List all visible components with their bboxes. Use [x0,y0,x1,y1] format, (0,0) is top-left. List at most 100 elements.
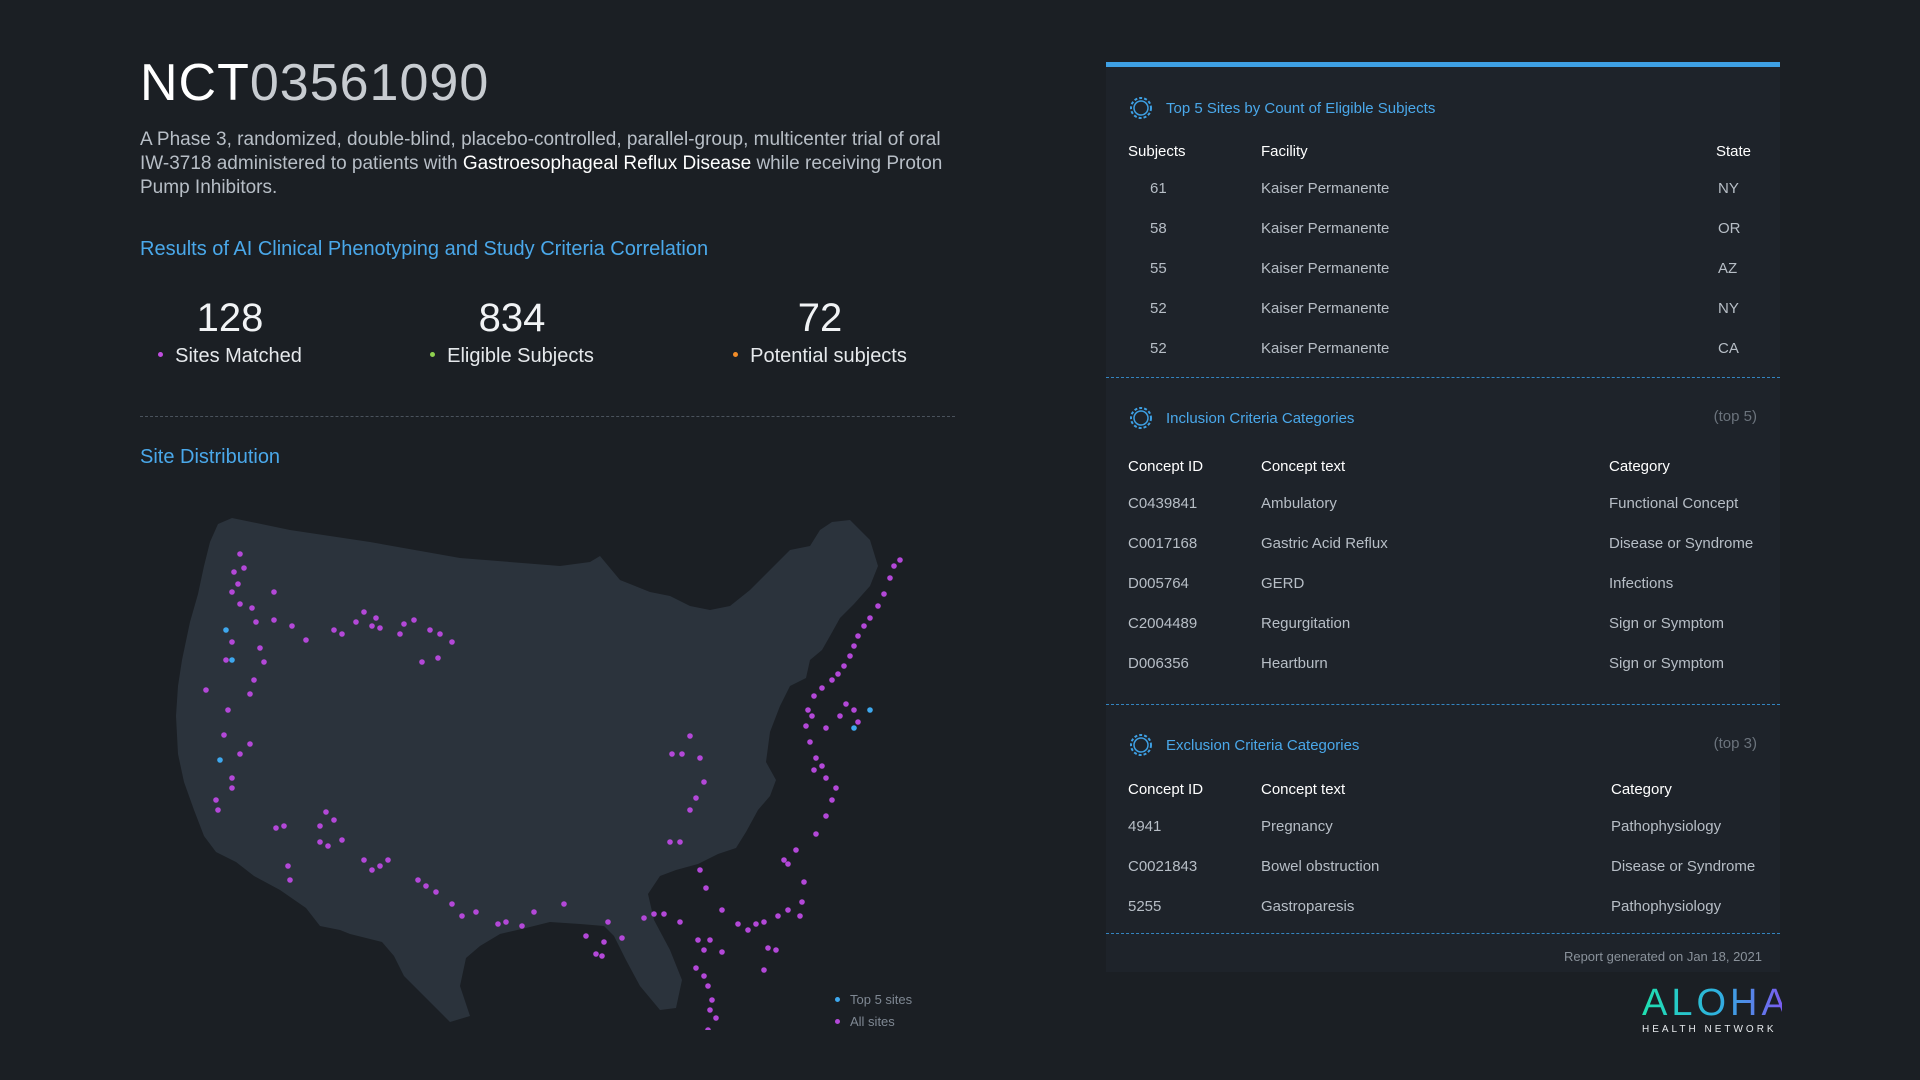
site-dot [813,755,819,761]
site-dot [703,885,709,891]
cell-category: Sign or Symptom [1609,615,1725,632]
site-dot [707,937,713,943]
site-dot [677,839,683,845]
site-dot [855,633,861,639]
dot-icon [158,352,164,358]
cell-concept-text: GERD [1261,575,1305,592]
cell-subjects: 58 [1150,220,1167,237]
top-site-dot [229,657,235,663]
site-dot [697,755,703,761]
cell-concept-id: D005764 [1128,575,1189,592]
dot-icon [733,352,739,358]
desc-text-2: while receiving Proton Pump Inhibitors. [140,153,943,198]
cell-category: Pathophysiology [1611,818,1722,835]
site-dot [829,797,835,803]
site-dot [287,877,293,883]
site-dot [773,947,779,953]
site-dot [701,973,707,979]
cell-category: Sign or Symptom [1609,655,1725,672]
site-dot [801,879,807,885]
site-dot [599,953,605,959]
top-site-dot [851,725,857,731]
cell-subjects: 61 [1150,180,1167,197]
cell-state: CA [1718,340,1739,357]
details-panel: Top 5 Sites by Count of Eligible Subject… [1106,62,1780,972]
exclusion-title: Exclusion Criteria Categories [1166,736,1360,754]
site-dot [229,589,235,595]
site-dot [339,837,345,843]
site-dot [765,945,771,951]
site-dot [449,639,455,645]
site-dot [213,797,219,803]
section-divider [1106,377,1780,378]
legend-label: Top 5 sites [850,992,913,1007]
site-dot [761,967,767,973]
site-dot [251,677,257,683]
site-dot [257,645,263,651]
col-header-concept-id: Concept ID [1128,458,1204,475]
stat-label: Sites Matched [175,345,302,367]
site-dot [693,965,699,971]
site-dot [435,655,441,661]
site-dot [701,779,707,785]
site-dot [809,713,815,719]
site-dot [851,643,857,649]
top-site-dot [217,757,223,763]
stat-potential-subjects: 72 Potential subjects [720,295,920,368]
site-dot [881,591,887,597]
cell-concept-id: C0021843 [1128,858,1198,875]
site-dot [837,713,843,719]
gear-badge-icon [1130,407,1152,429]
section-divider [1106,933,1780,934]
site-dot [807,739,813,745]
cell-concept-text: Bowel obstruction [1261,858,1380,875]
site-dot [317,823,323,829]
cell-state: NY [1718,180,1739,197]
site-dot [229,639,235,645]
site-dot [353,619,359,625]
site-dot [819,763,825,769]
cell-concept-id: 4941 [1128,818,1162,835]
site-dot [583,933,589,939]
site-dot [331,627,337,633]
site-dot [843,701,849,707]
site-dot [803,723,809,729]
logo-subtitle: HEALTH NETWORK [1642,1024,1777,1035]
gear-badge-icon [1130,97,1152,119]
site-dot [823,813,829,819]
site-dot [669,751,675,757]
cell-state: NY [1718,300,1739,317]
top-sites-header: Top 5 Sites by Count of Eligible Subject… [1128,94,1435,122]
site-dot [459,913,465,919]
inclusion-note: (top 5) [1713,408,1757,425]
site-dot [761,919,767,925]
cell-concept-text: Ambulatory [1261,495,1337,512]
site-dot [223,657,229,663]
col-header-concept-text: Concept text [1261,458,1346,475]
cell-state: AZ [1718,260,1738,277]
site-dot [797,913,803,919]
site-dot [397,631,403,637]
site-dot [437,631,443,637]
cell-subjects: 52 [1150,340,1167,357]
col-header-state: State [1716,143,1752,160]
site-dot [285,863,291,869]
inclusion-header: Inclusion Criteria Categories [1128,404,1354,432]
stats-row: 128 Sites Matched 834 Eligible Subjects … [140,295,955,375]
map-legend: Top 5 sites All sites [835,992,912,1036]
cell-concept-text: Heartburn [1261,655,1328,672]
site-dot [785,861,791,867]
cell-facility: Kaiser Permanente [1261,260,1390,277]
site-dot [707,1007,713,1013]
site-dot [249,605,255,611]
site-dot [561,901,567,907]
stat-eligible-subjects: 834 Eligible Subjects [412,295,612,368]
trial-id-prefix: NCT [140,54,250,112]
site-dot [519,923,525,929]
site-dot [705,1027,711,1030]
stat-sites-matched: 128 Sites Matched [140,295,320,368]
exclusion-header: Exclusion Criteria Categories [1128,731,1359,759]
site-dot [531,909,537,915]
site-dot [679,751,685,757]
desc-condition: Gastroesophageal Reflux Disease [462,153,752,174]
